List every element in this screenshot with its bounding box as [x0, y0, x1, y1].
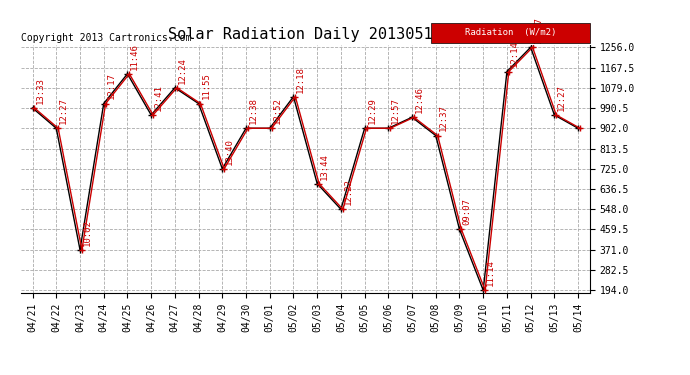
Text: 13:40: 13:40	[225, 138, 234, 165]
Text: 13:33: 13:33	[35, 77, 44, 104]
Text: 12:41: 12:41	[154, 84, 163, 111]
Text: Radiation  (W/m2): Radiation (W/m2)	[464, 28, 556, 37]
Text: 12:14: 12:14	[510, 40, 519, 68]
Title: Solar Radiation Daily 20130515: Solar Radiation Daily 20130515	[168, 27, 442, 42]
Text: 10:02: 10:02	[83, 219, 92, 246]
Bar	[431, 23, 590, 42]
Text: 13:44: 13:44	[320, 153, 329, 180]
Text: 12:18: 12:18	[296, 66, 305, 93]
Text: 12:37: 12:37	[439, 105, 448, 132]
Text: 12:17: 12:17	[533, 16, 542, 43]
Text: 12:27: 12:27	[59, 97, 68, 124]
Text: 12:29: 12:29	[368, 97, 377, 124]
Text: 12:38: 12:38	[249, 97, 258, 124]
Text: 11:55: 11:55	[201, 73, 210, 99]
Text: 12:24: 12:24	[178, 57, 187, 84]
Text: 11:46: 11:46	[130, 43, 139, 70]
Text: Copyright 2013 Cartronics.com: Copyright 2013 Cartronics.com	[21, 33, 191, 42]
Text: 12:22: 12:22	[344, 178, 353, 205]
Text: 11:14: 11:14	[486, 259, 495, 286]
Text: 12:46: 12:46	[415, 86, 424, 113]
Text: 13:52: 13:52	[273, 97, 282, 124]
Text: 09:07: 09:07	[462, 198, 471, 225]
Text: 12:57: 12:57	[391, 97, 400, 124]
Text: 12:17: 12:17	[106, 73, 115, 99]
Text: 12:27: 12:27	[558, 84, 566, 111]
